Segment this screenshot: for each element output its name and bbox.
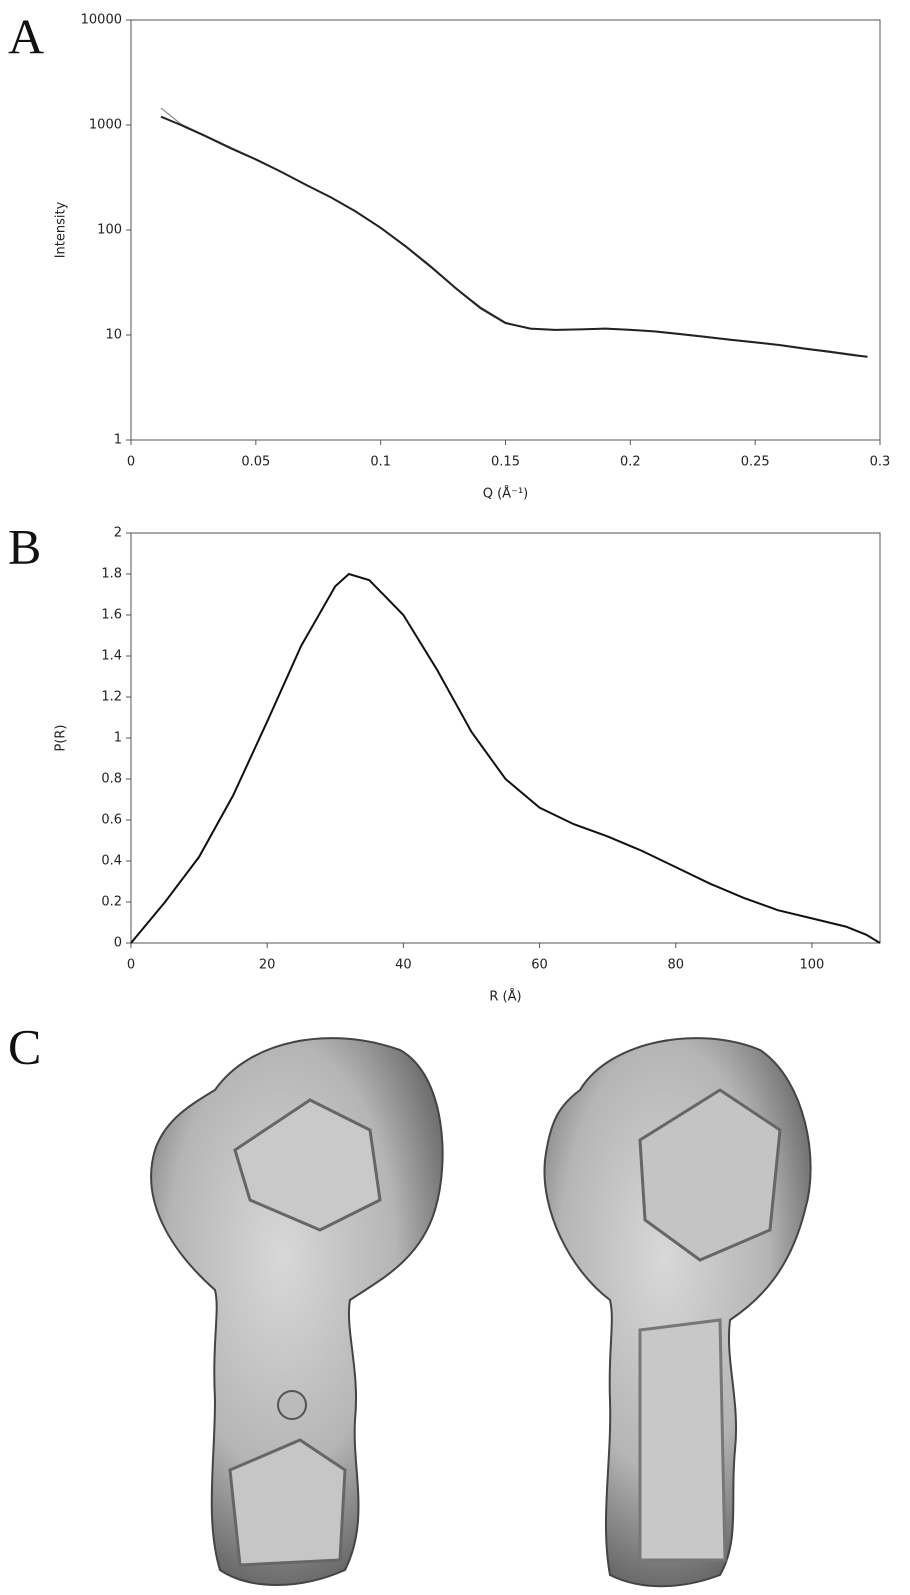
x-axis-label: R (Å) — [489, 989, 521, 1005]
y-tick-label: 100 — [97, 223, 122, 238]
figure: A B C 11010010001000000.050.10.150.20.25… — [0, 0, 910, 1595]
x-tick-label: 0 — [127, 455, 135, 470]
model-view-right — [544, 1038, 810, 1586]
x-tick-label: 0.2 — [620, 455, 641, 470]
y-tick-label: 1.4 — [101, 649, 122, 664]
x-axis-label: Q (Å⁻¹) — [483, 486, 528, 502]
model-view-left — [151, 1038, 443, 1585]
x-tick-label: 40 — [395, 958, 412, 973]
y-tick-label: 1.8 — [101, 567, 122, 582]
panel-label: B — [8, 518, 41, 574]
y-tick-label: 1 — [114, 433, 122, 448]
x-tick-label: 80 — [667, 958, 684, 973]
y-tick-label: 0 — [114, 936, 122, 951]
x-tick-label: 60 — [531, 958, 548, 973]
y-axis-label: Intensity — [54, 201, 69, 258]
panel-label: C — [8, 1018, 41, 1074]
y-tick-label: 2 — [114, 526, 122, 541]
y-tick-label: 0.4 — [101, 854, 122, 869]
x-tick-label: 0.1 — [370, 455, 391, 470]
x-tick-label: 0.05 — [241, 455, 270, 470]
y-tick-label: 1.6 — [101, 608, 122, 623]
y-axis-label: P(R) — [54, 724, 69, 751]
y-tick-label: 0.2 — [101, 895, 122, 910]
y-tick-label: 0.6 — [101, 813, 122, 828]
x-tick-label: 0.15 — [491, 455, 520, 470]
y-tick-label: 10 — [105, 328, 122, 343]
data-line — [161, 108, 868, 357]
y-tick-label: 0.8 — [101, 772, 122, 787]
y-tick-label: 1 — [114, 731, 122, 746]
plot-frame — [131, 533, 880, 943]
x-tick-label: 20 — [259, 958, 276, 973]
panel-label: A — [8, 8, 44, 64]
x-tick-label: 0 — [127, 958, 135, 973]
y-tick-label: 1.2 — [101, 690, 122, 705]
x-tick-label: 100 — [799, 958, 824, 973]
plot-frame — [131, 20, 880, 440]
data-line — [131, 574, 880, 943]
y-tick-label: 1000 — [89, 118, 122, 133]
data-line — [161, 117, 868, 357]
x-tick-label: 0.25 — [741, 455, 770, 470]
x-tick-label: 0.3 — [870, 455, 891, 470]
y-tick-label: 10000 — [81, 13, 122, 28]
